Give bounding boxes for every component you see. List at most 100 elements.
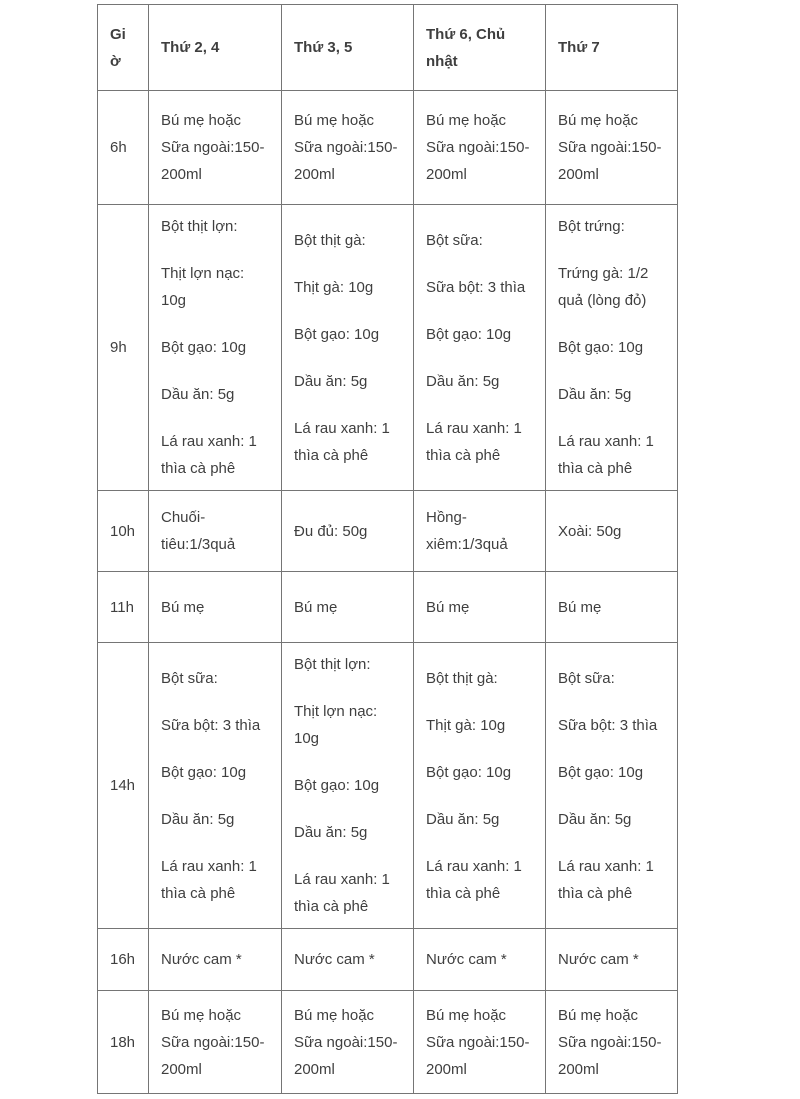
- table-row: 16h Nước cam * Nước cam * Nước cam * Nước ca…: [97, 928, 678, 991]
- cell-paragraph: Lá rau xanh: 1 thìa cà phê: [558, 857, 654, 902]
- cell-paragraph: Bú mẹ hoặc Sữa ngoài:150-200ml: [558, 1006, 662, 1078]
- cell-paragraph: Dầu ăn: 5g: [294, 372, 368, 390]
- time-cell: 14h: [97, 642, 149, 929]
- time-cell: 16h: [97, 928, 149, 991]
- cell-paragraph: Bột gạo: 10g: [426, 325, 512, 343]
- schedule-cell: Nước cam *: [545, 928, 678, 991]
- schedule-cell: Bột thịt lợn: Thịt lợn nạc: 10g Bột gạo: 1…: [148, 204, 282, 491]
- cell-paragraph: Bú mẹ hoặc Sữa ngoài:150-200ml: [426, 112, 530, 183]
- cell-paragraph: Lá rau xanh: 1 thìa cà phê: [161, 857, 257, 902]
- cell-paragraph: Lá rau xanh: 1 thìa cà phê: [426, 419, 522, 464]
- cell-paragraph: Bú mẹ hoặc Sữa ngoài:150-200ml: [426, 1006, 530, 1078]
- schedule-cell: Nước cam *: [281, 928, 414, 991]
- schedule-cell: Nước cam *: [413, 928, 546, 991]
- column-header-sat: Thứ 7: [545, 4, 678, 91]
- cell-paragraph: Sữa bột: 3 thìa: [426, 278, 526, 296]
- cell-paragraph: Dầu ăn: 5g: [558, 810, 632, 828]
- cell-paragraph: Thịt gà: 10g: [294, 278, 374, 296]
- cell-paragraph: Bú mẹ: [558, 598, 602, 616]
- cell-paragraph: Bột gạo: 10g: [294, 777, 380, 794]
- schedule-cell: Bột thịt lợn: Thịt lợn nạc: 10g Bột gạo: 1…: [281, 642, 414, 929]
- schedule-cell: Bú mẹ hoặc Sữa ngoài:150-200ml: [545, 990, 678, 1094]
- table-row: 18h Bú mẹ hoặc Sữa ngoài:150-200ml Bú mẹ h…: [97, 990, 678, 1094]
- cell-paragraph: Bú mẹ: [161, 598, 205, 616]
- column-header-fri-sun: Thứ 6, Chủ nhật: [413, 4, 546, 91]
- cell-paragraph: Bú mẹ hoặc Sữa ngoài:150-200ml: [294, 1006, 398, 1078]
- cell-paragraph: Nước cam *: [426, 951, 507, 968]
- cell-paragraph: Lá rau xanh: 1 thìa cà phê: [294, 871, 390, 915]
- cell-paragraph: Bột sữa:: [161, 669, 218, 687]
- cell-paragraph: Bột trứng:: [558, 218, 625, 235]
- cell-paragraph: Thịt lợn nạc: 10g: [294, 703, 378, 747]
- table-row: 9h Bột thịt lợn: Thịt lợn nạc: 10g Bột gạo:…: [97, 204, 678, 491]
- schedule-cell: Nước cam *: [148, 928, 282, 991]
- cell-paragraph: Dầu ăn: 5g: [426, 810, 500, 828]
- cell-paragraph: Bú mẹ hoặc Sữa ngoài:150-200ml: [558, 112, 662, 183]
- schedule-cell: Chuối-tiêu:1/3quả: [148, 490, 282, 572]
- cell-paragraph: Nước cam *: [161, 951, 242, 968]
- schedule-cell: Bú mẹ hoặc Sữa ngoài:150-200ml: [413, 90, 546, 205]
- schedule-cell: Xoài: 50g: [545, 490, 678, 572]
- cell-paragraph: Chuối-tiêu:1/3quả: [161, 509, 236, 553]
- cell-paragraph: Bột gạo: 10g: [558, 339, 644, 356]
- cell-paragraph: Sữa bột: 3 thìa: [161, 716, 261, 734]
- cell-paragraph: Nước cam *: [294, 951, 375, 968]
- cell-paragraph: Bú mẹ: [294, 598, 338, 616]
- schedule-cell: Bột sữa: Sữa bột: 3 thìa Bột gạo: 10g Dầu ă…: [413, 204, 546, 491]
- schedule-body: 6h Bú mẹ hoặc Sữa ngoài:150-200ml Bú mẹ ho…: [97, 90, 678, 1094]
- column-header-tue-thu: Thứ 3, 5: [281, 4, 414, 91]
- cell-paragraph: Dầu ăn: 5g: [426, 372, 500, 390]
- time-cell: 10h: [97, 490, 149, 572]
- cell-paragraph: Nước cam *: [558, 951, 639, 968]
- column-header-mon-wed: Thứ 2, 4: [148, 4, 282, 91]
- cell-paragraph: Hồng-xiêm:1/3quả: [426, 509, 508, 553]
- schedule-cell: Bú mẹ: [281, 571, 414, 643]
- cell-paragraph: Bú mẹ hoặc Sữa ngoài:150-200ml: [161, 1006, 265, 1078]
- column-header-time: Giờ: [97, 4, 149, 91]
- cell-paragraph: Bột gạo: 10g: [558, 763, 644, 781]
- cell-paragraph: Dầu ăn: 5g: [161, 386, 235, 403]
- schedule-cell: Bú mẹ: [413, 571, 546, 643]
- schedule-cell: Bú mẹ hoặc Sữa ngoài:150-200ml: [281, 90, 414, 205]
- schedule-cell: Bú mẹ hoặc Sữa ngoài:150-200ml: [148, 990, 282, 1094]
- cell-paragraph: Bú mẹ: [426, 598, 470, 616]
- cell-paragraph: Bột sữa:: [426, 231, 483, 249]
- cell-paragraph: Lá rau xanh: 1 thìa cà phê: [161, 433, 257, 477]
- cell-paragraph: Thịt lợn nạc: 10g: [161, 265, 245, 309]
- cell-paragraph: Bột gạo: 10g: [161, 339, 247, 356]
- cell-paragraph: Thịt gà: 10g: [426, 716, 506, 734]
- schedule-cell: Bú mẹ hoặc Sữa ngoài:150-200ml: [281, 990, 414, 1094]
- cell-paragraph: Bột gạo: 10g: [161, 763, 247, 781]
- schedule-cell: Bú mẹ hoặc Sữa ngoài:150-200ml: [413, 990, 546, 1094]
- cell-paragraph: Bột gạo: 10g: [426, 763, 512, 781]
- schedule-cell: Bột thịt gà: Thịt gà: 10g Bột gạo: 10g Dầu …: [281, 204, 414, 491]
- header-row: Giờ Thứ 2, 4 Thứ 3, 5 Thứ 6, Chủ nhật Th…: [97, 4, 678, 91]
- cell-paragraph: Bú mẹ hoặc Sữa ngoài:150-200ml: [161, 112, 265, 183]
- time-cell: 6h: [97, 90, 149, 205]
- cell-paragraph: Bột gạo: 10g: [294, 325, 380, 343]
- schedule-cell: Bú mẹ hoặc Sữa ngoài:150-200ml: [148, 90, 282, 205]
- schedule-cell: Bột sữa: Sữa bột: 3 thìa Bột gạo: 10g Dầu ă…: [545, 642, 678, 929]
- cell-paragraph: Đu đủ: 50g: [294, 522, 368, 540]
- cell-paragraph: Lá rau xanh: 1 thìa cà phê: [558, 433, 654, 477]
- cell-paragraph: Bột thịt gà:: [294, 231, 366, 249]
- schedule-cell: Bột thịt gà: Thịt gà: 10g Bột gạo: 10g Dầu …: [413, 642, 546, 929]
- cell-paragraph: Sữa bột: 3 thìa: [558, 716, 658, 734]
- time-cell: 18h: [97, 990, 149, 1094]
- schedule-cell: Bột sữa: Sữa bột: 3 thìa Bột gạo: 10g Dầu ă…: [148, 642, 282, 929]
- time-cell: 9h: [97, 204, 149, 491]
- time-cell: 11h: [97, 571, 149, 643]
- table-row: 10h Chuối-tiêu:1/3quả Đu đủ: 50g Hồng-xiêm:…: [97, 490, 678, 572]
- cell-paragraph: Trứng gà: 1/2 quả (lòng đỏ): [558, 265, 649, 309]
- cell-paragraph: Bột sữa:: [558, 669, 615, 687]
- cell-paragraph: Lá rau xanh: 1 thìa cà phê: [294, 419, 390, 464]
- cell-paragraph: Bột thịt lợn:: [161, 218, 238, 235]
- schedule-cell: Bú mẹ hoặc Sữa ngoài:150-200ml: [545, 90, 678, 205]
- schedule-cell: Bột trứng: Trứng gà: 1/2 quả (lòng đỏ) Bột…: [545, 204, 678, 491]
- cell-paragraph: Dầu ăn: 5g: [558, 386, 632, 403]
- schedule-cell: Hồng-xiêm:1/3quả: [413, 490, 546, 572]
- table-row: 6h Bú mẹ hoặc Sữa ngoài:150-200ml Bú mẹ ho…: [97, 90, 678, 205]
- cell-paragraph: Bột thịt lợn:: [294, 656, 371, 673]
- schedule-cell: Bú mẹ: [545, 571, 678, 643]
